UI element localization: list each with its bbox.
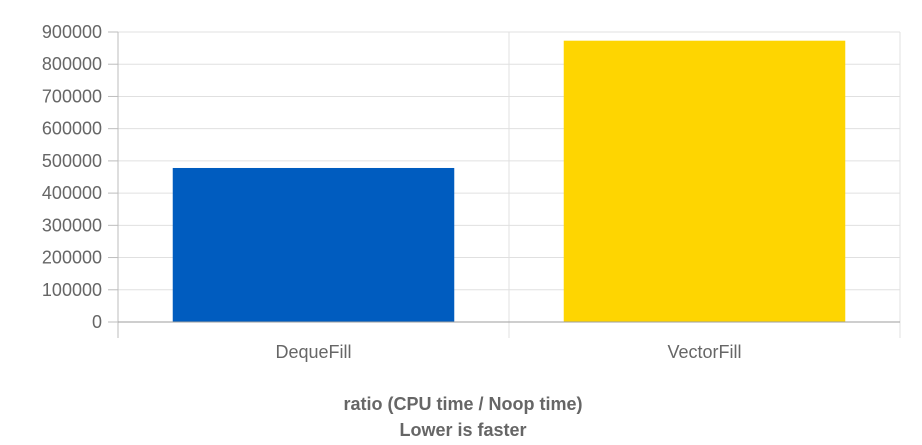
x-axis-title: ratio (CPU time / Noop time) Lower is fa…	[343, 394, 582, 440]
x-category-label: DequeFill	[275, 342, 351, 362]
y-tick-label: 200000	[42, 248, 102, 268]
y-tick-label: 400000	[42, 183, 102, 203]
x-axis-title-line-1: ratio (CPU time / Noop time)	[343, 394, 582, 414]
y-tick-label: 900000	[42, 22, 102, 42]
axes	[108, 31, 900, 323]
bar-vectorfill	[563, 40, 846, 322]
y-tick-label: 600000	[42, 119, 102, 139]
y-tick-label: 300000	[42, 215, 102, 235]
y-tick-label: 800000	[42, 54, 102, 74]
x-category-label: VectorFill	[667, 342, 741, 362]
bars	[172, 40, 846, 322]
y-tick-labels: 0 100000 200000 300000 400000 500000 600000 700…	[42, 22, 102, 332]
bar-dequefill	[172, 167, 455, 322]
x-category-labels: DequeFill VectorFill	[275, 342, 741, 362]
y-tick-label: 500000	[42, 151, 102, 171]
x-axis-title-line-2: Lower is faster	[399, 420, 526, 440]
y-tick-label: 700000	[42, 86, 102, 106]
y-tick-label: 100000	[42, 280, 102, 300]
y-tick-label: 0	[92, 312, 102, 332]
